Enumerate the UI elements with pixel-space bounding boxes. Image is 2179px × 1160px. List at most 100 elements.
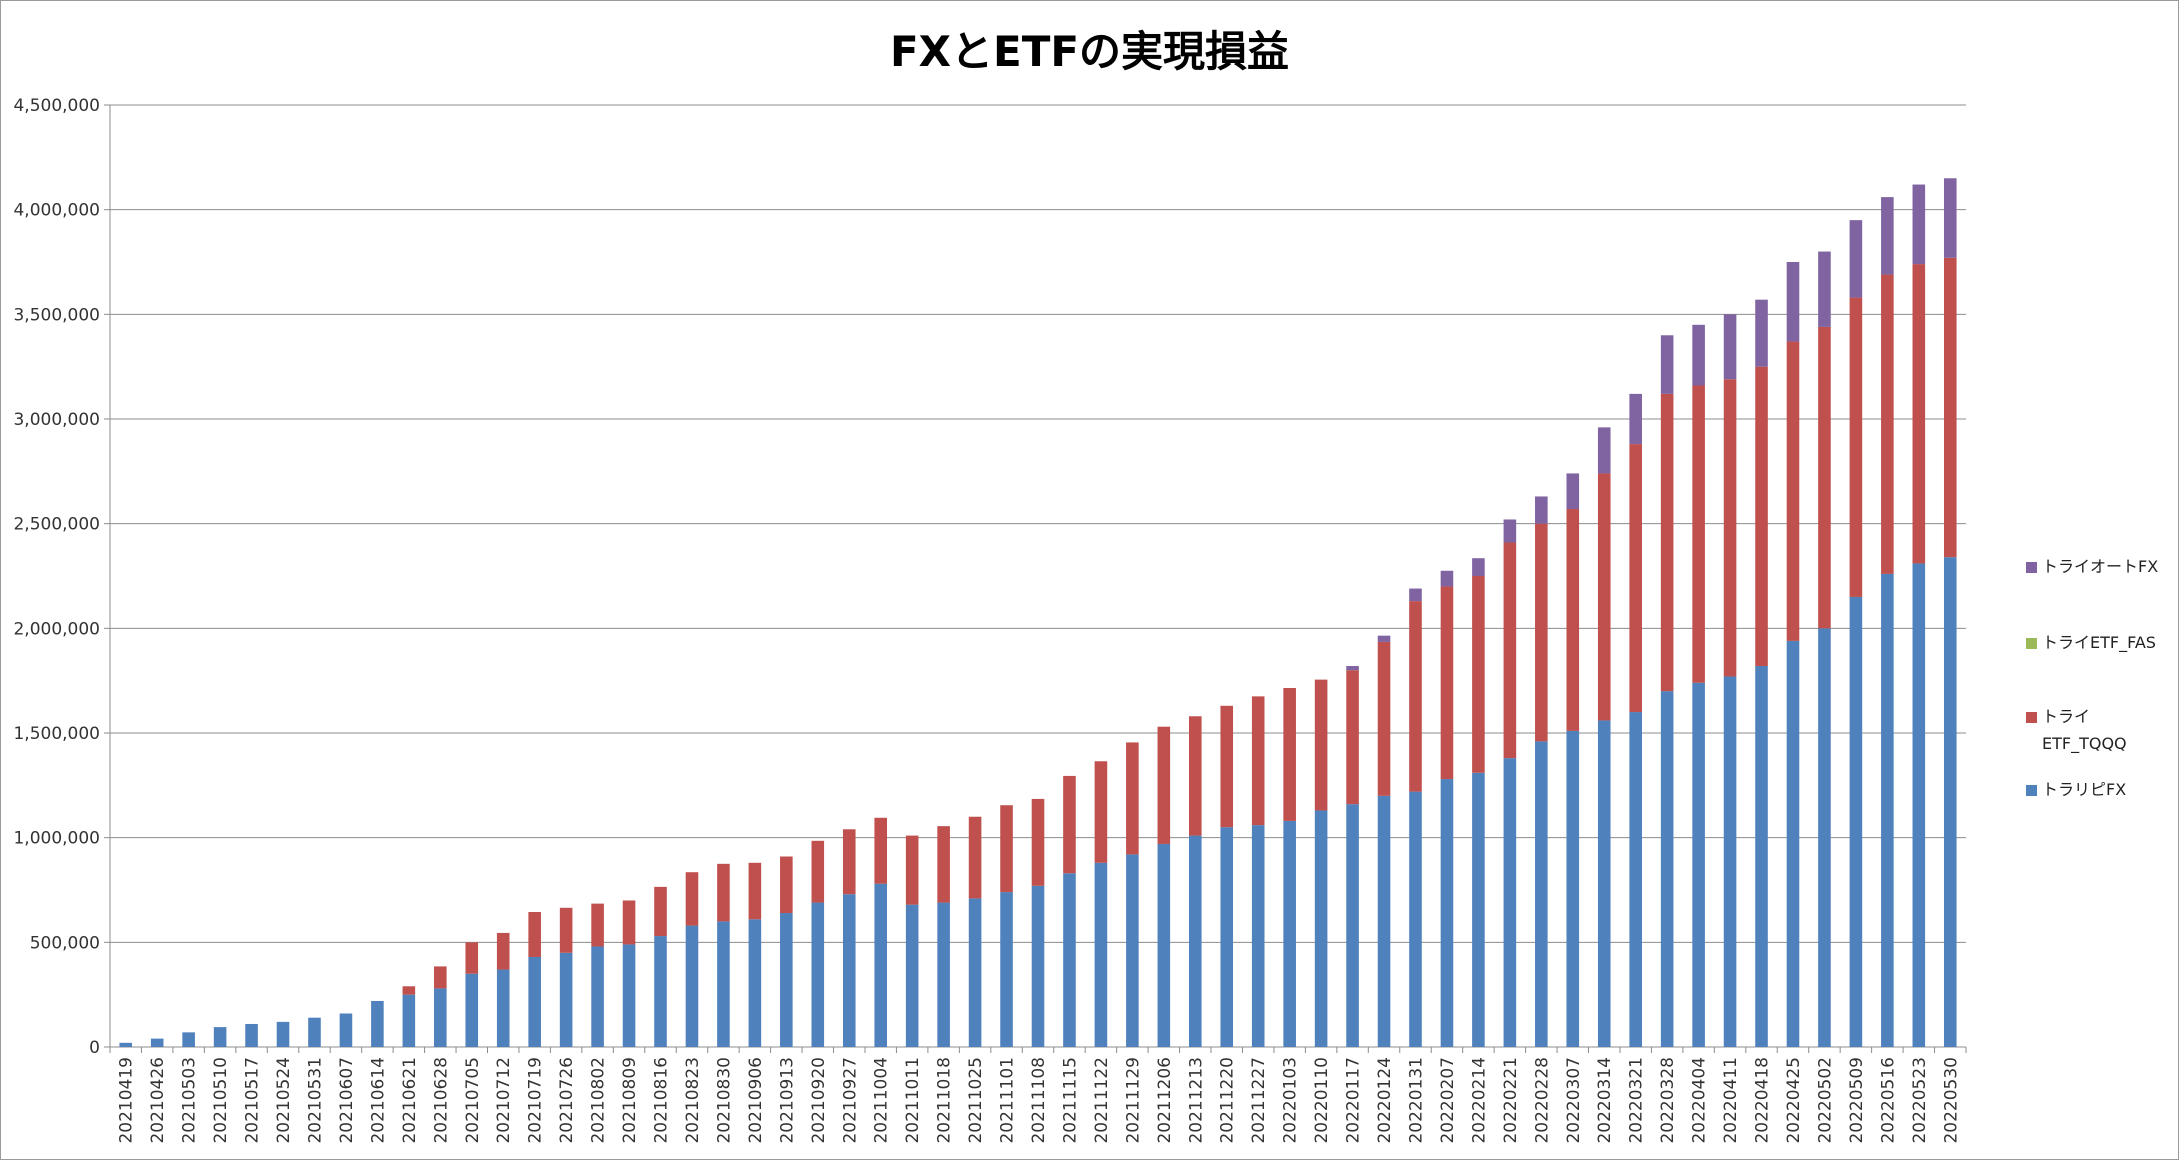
x-tick-label: 20210531: [305, 1057, 325, 1144]
bar-segment: [654, 936, 667, 1047]
bar-segment: [1818, 326, 1831, 629]
x-tick-label: 20210726: [557, 1057, 577, 1144]
y-tick-label: 2,000,000: [13, 619, 100, 639]
bar-segment: [1723, 314, 1737, 380]
x-tick-label: 20210719: [526, 1057, 546, 1144]
x-tick-label: 20220221: [1501, 1057, 1521, 1144]
x-tick-label: 20211220: [1218, 1057, 1238, 1144]
bar-segment: [1472, 576, 1485, 773]
x-tick-label: 20220131: [1406, 1057, 1426, 1144]
x-tick-label: 20210426: [148, 1057, 168, 1144]
legend-swatch: [2026, 712, 2037, 723]
bar-segment: [1849, 220, 1863, 298]
bar-segment: [1157, 726, 1171, 844]
bar-segment: [1251, 696, 1265, 826]
x-tick-label: 20211206: [1155, 1057, 1175, 1144]
bar-segment: [1503, 519, 1517, 543]
legend-item-etf-fas: トライETF_FAS: [2026, 633, 2156, 656]
bar-segment: [1314, 810, 1328, 1047]
bar-segment: [748, 862, 762, 920]
x-tick-label: 20210920: [809, 1057, 829, 1144]
bar-segment: [339, 1013, 353, 1047]
x-tick-label: 20210628: [431, 1057, 451, 1144]
bar-segment: [1440, 779, 1454, 1047]
bar-segment: [1912, 264, 1926, 564]
x-tick-label: 20220509: [1847, 1057, 1867, 1144]
x-tick-label: 20220502: [1815, 1057, 1835, 1144]
bar-segment: [1472, 558, 1485, 576]
bar-segment: [1503, 542, 1517, 759]
bar-segment: [1126, 854, 1139, 1047]
bar-segment: [685, 872, 699, 926]
bar-segment: [622, 944, 636, 1047]
bar-segment: [213, 1027, 227, 1047]
x-tick-label: 20220307: [1564, 1057, 1584, 1144]
x-tick-label: 20210816: [652, 1057, 672, 1144]
legend-item-auto-fx: トライオートFX: [2026, 557, 2158, 580]
x-tick-label: 20210927: [840, 1057, 860, 1144]
x-tick-label: 20210503: [180, 1057, 200, 1144]
bar-segment: [1188, 835, 1202, 1047]
bar-segment: [622, 900, 636, 945]
y-tick-label: 1,000,000: [13, 829, 100, 849]
chart-title: FXとETFの実現損益: [889, 27, 1290, 76]
x-tick-label: 20210705: [463, 1057, 483, 1144]
bar-segment: [1943, 557, 1957, 1047]
x-tick-label: 20210830: [714, 1057, 734, 1144]
bar-segment: [591, 903, 604, 947]
bar-segment: [119, 1042, 133, 1047]
x-tick-label: 20220328: [1658, 1057, 1678, 1144]
bar-segment: [1818, 628, 1831, 1047]
legend-swatch: [2026, 562, 2037, 573]
bar-segment: [150, 1038, 164, 1047]
bar-segment: [1409, 601, 1422, 792]
bar-segment: [1503, 758, 1517, 1047]
bar-segment: [1000, 805, 1013, 893]
bar-segment: [465, 973, 479, 1047]
x-tick-label: 20210712: [494, 1057, 514, 1144]
bar-segment: [1220, 705, 1234, 828]
bar-segment: [1755, 366, 1768, 667]
bar-segment: [1629, 712, 1642, 1047]
legend-label: トラリピFX: [2042, 780, 2127, 799]
x-tick-label: 20211011: [903, 1057, 923, 1144]
bar-segment: [1818, 251, 1831, 327]
legend-label: トライオートFX: [2042, 557, 2159, 576]
bar-segment: [1094, 862, 1108, 1047]
x-tick-label: 20211227: [1249, 1057, 1269, 1144]
x-tick-label: 20220418: [1753, 1057, 1773, 1144]
legend-label: トライ ETF_TQQQ: [2042, 707, 2127, 753]
bar-segment: [1566, 509, 1580, 731]
x-tick-label: 20220110: [1312, 1057, 1332, 1144]
bar-segment: [434, 966, 447, 989]
bar-segment: [1881, 573, 1894, 1047]
bar-segment: [1692, 682, 1705, 1047]
bar-segment: [1535, 496, 1548, 524]
bar-segment: [1943, 178, 1957, 258]
bar-segment: [1849, 297, 1863, 597]
bar-segment: [1629, 393, 1642, 445]
bar-segment: [434, 988, 447, 1047]
bar-segment: [1597, 473, 1611, 721]
y-tick-label: 3,000,000: [13, 410, 100, 430]
bar-segment: [1251, 825, 1265, 1047]
bar-segment: [402, 986, 416, 995]
bar-segment: [1660, 393, 1674, 692]
bar-segment: [1535, 523, 1548, 742]
bar-segment: [1755, 666, 1768, 1047]
bar-segment: [1881, 197, 1894, 275]
bar-segment: [496, 969, 510, 1047]
bar-segment: [1912, 563, 1926, 1047]
bar-segment: [1377, 635, 1391, 642]
bar-segment: [968, 816, 982, 899]
bar-segment: [1157, 843, 1171, 1047]
bar-segment: [968, 898, 982, 1047]
x-tick-label: 20211108: [1029, 1057, 1049, 1144]
y-tick-label: 3,500,000: [13, 305, 100, 325]
y-tick-label: 4,000,000: [13, 201, 100, 221]
x-tick-label: 20211025: [966, 1057, 986, 1144]
bar-segment: [1629, 444, 1642, 713]
y-tick-label: 1,500,000: [13, 724, 100, 744]
bar-segment: [276, 1021, 290, 1047]
